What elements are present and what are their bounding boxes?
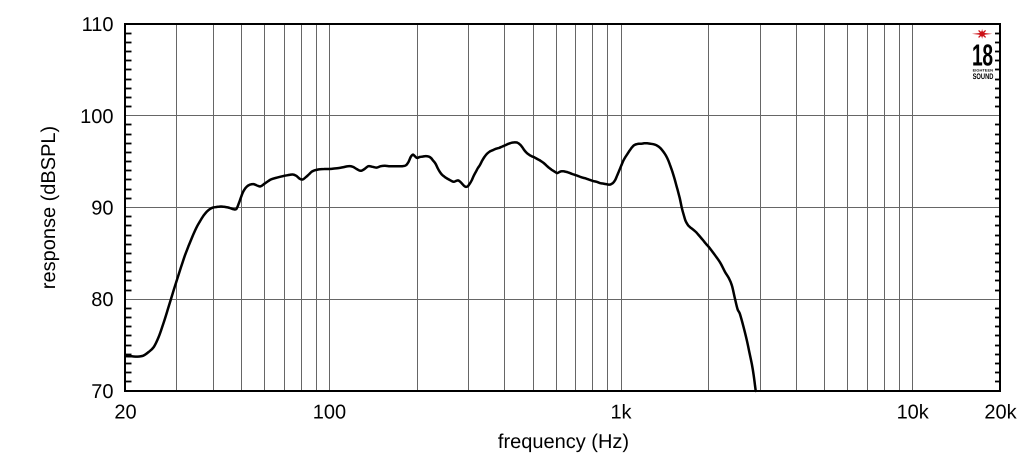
- svg-text:110: 110: [82, 14, 114, 36]
- svg-text:20k: 20k: [984, 402, 1017, 424]
- svg-text:100: 100: [313, 402, 346, 424]
- svg-text:10k: 10k: [897, 402, 930, 424]
- svg-text:frequency (Hz): frequency (Hz): [498, 431, 629, 453]
- svg-text:70: 70: [91, 381, 113, 403]
- svg-text:18: 18: [972, 39, 993, 73]
- svg-text:20: 20: [114, 402, 136, 424]
- svg-text:response (dBSPL): response (dBSPL): [38, 126, 60, 289]
- svg-text:EIGHTEEN: EIGHTEEN: [973, 68, 994, 72]
- svg-text:1k: 1k: [610, 402, 632, 424]
- svg-text:90: 90: [91, 198, 113, 220]
- svg-text:100: 100: [80, 106, 113, 128]
- svg-text:80: 80: [91, 289, 113, 311]
- svg-text:SOUND: SOUND: [973, 72, 994, 81]
